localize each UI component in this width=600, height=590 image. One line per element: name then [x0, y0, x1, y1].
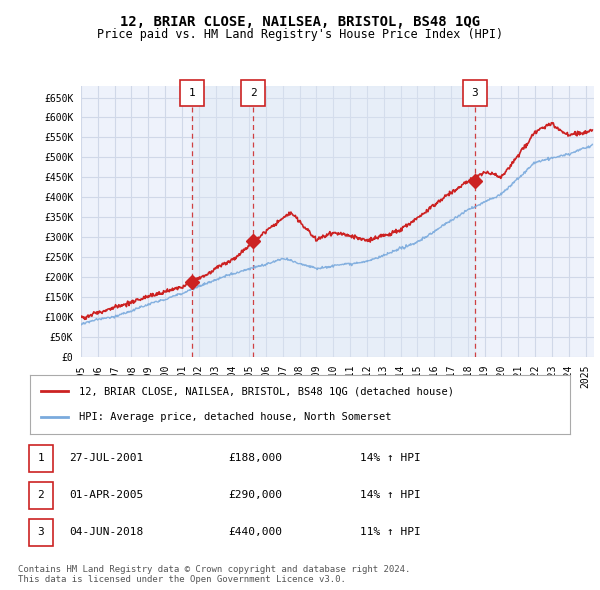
Text: 14% ↑ HPI: 14% ↑ HPI	[360, 453, 421, 463]
Text: 2: 2	[250, 88, 257, 97]
Text: 14% ↑ HPI: 14% ↑ HPI	[360, 490, 421, 500]
Text: 3: 3	[472, 88, 478, 97]
Text: 1: 1	[188, 88, 195, 97]
Text: HPI: Average price, detached house, North Somerset: HPI: Average price, detached house, Nort…	[79, 412, 391, 422]
Text: 12, BRIAR CLOSE, NAILSEA, BRISTOL, BS48 1QG (detached house): 12, BRIAR CLOSE, NAILSEA, BRISTOL, BS48 …	[79, 386, 454, 396]
Text: Price paid vs. HM Land Registry's House Price Index (HPI): Price paid vs. HM Land Registry's House …	[97, 28, 503, 41]
Text: 12, BRIAR CLOSE, NAILSEA, BRISTOL, BS48 1QG: 12, BRIAR CLOSE, NAILSEA, BRISTOL, BS48 …	[120, 15, 480, 29]
Text: £188,000: £188,000	[228, 453, 282, 463]
Text: £290,000: £290,000	[228, 490, 282, 500]
Text: 3: 3	[37, 527, 44, 537]
Text: 04-JUN-2018: 04-JUN-2018	[69, 527, 143, 537]
Text: 11% ↑ HPI: 11% ↑ HPI	[360, 527, 421, 537]
Text: 1: 1	[37, 453, 44, 463]
Bar	[191, 86, 475, 357]
Text: Contains HM Land Registry data © Crown copyright and database right 2024.
This d: Contains HM Land Registry data © Crown c…	[18, 565, 410, 584]
Text: £440,000: £440,000	[228, 527, 282, 537]
Text: 01-APR-2005: 01-APR-2005	[69, 490, 143, 500]
Text: 2: 2	[37, 490, 44, 500]
Text: 27-JUL-2001: 27-JUL-2001	[69, 453, 143, 463]
